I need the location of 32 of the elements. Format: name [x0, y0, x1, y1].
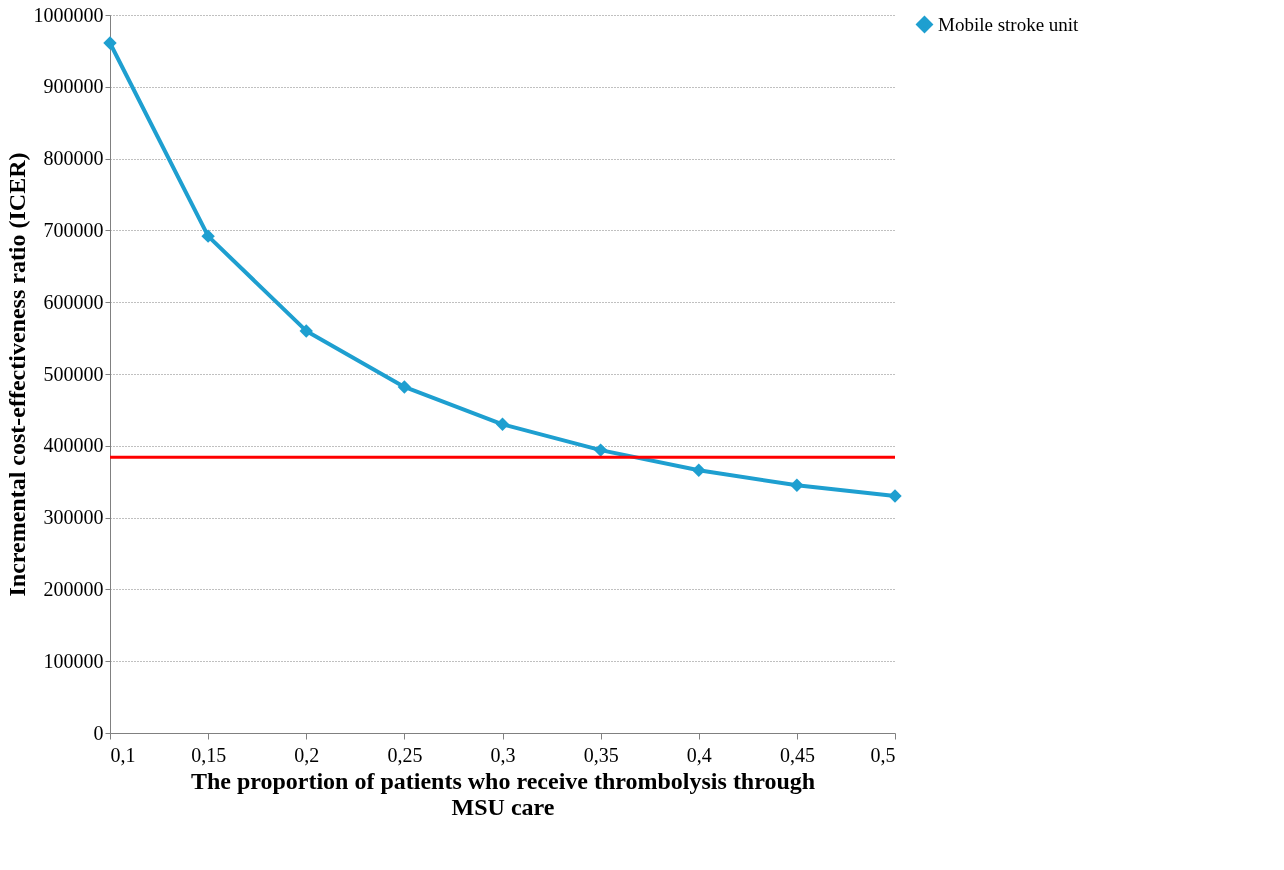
y-tick-label: 300000 [43, 506, 104, 529]
y-tick-label: 0 [93, 721, 104, 744]
x-tick-label: 0,3 [490, 743, 516, 766]
x-tick-label: 0,1 [110, 743, 136, 766]
point [495, 417, 510, 431]
y-tick-label: 400000 [43, 434, 104, 457]
y-tick-label: 1000000 [33, 3, 104, 26]
y-tick-label: 700000 [43, 218, 104, 241]
y-axis-title: Incremental cost-effectiveness ratio (ICER) [3, 152, 30, 597]
x-axis-title: The proportion of patients who receive thrombolysis through MSU care [190, 767, 816, 820]
point [299, 324, 313, 338]
y-tick-label: 800000 [43, 147, 104, 170]
point [397, 380, 412, 394]
legend-label: Mobile stroke unit [938, 13, 1080, 35]
point [201, 229, 215, 243]
x-tick-label: 0,35 [583, 743, 619, 766]
x-tick-label: 0,25 [387, 743, 423, 766]
y-tick-label: 500000 [43, 362, 104, 385]
y-tick-label: 900000 [43, 75, 104, 98]
y-tick-label: 200000 [43, 577, 104, 600]
x-tick-label: 0,4 [686, 743, 712, 766]
y-tick-label: 600000 [43, 290, 104, 313]
point [593, 443, 608, 457]
point [103, 36, 117, 50]
x-tick-label: 0,2 [294, 743, 320, 766]
point [888, 489, 902, 503]
x-tick-label: 0,45 [779, 743, 815, 766]
point [692, 463, 706, 477]
x-tick-label: 0,5 [870, 743, 896, 766]
y-tick-label: 100000 [43, 649, 104, 672]
point [790, 478, 804, 492]
x-tick-label: 0,15 [191, 743, 227, 766]
